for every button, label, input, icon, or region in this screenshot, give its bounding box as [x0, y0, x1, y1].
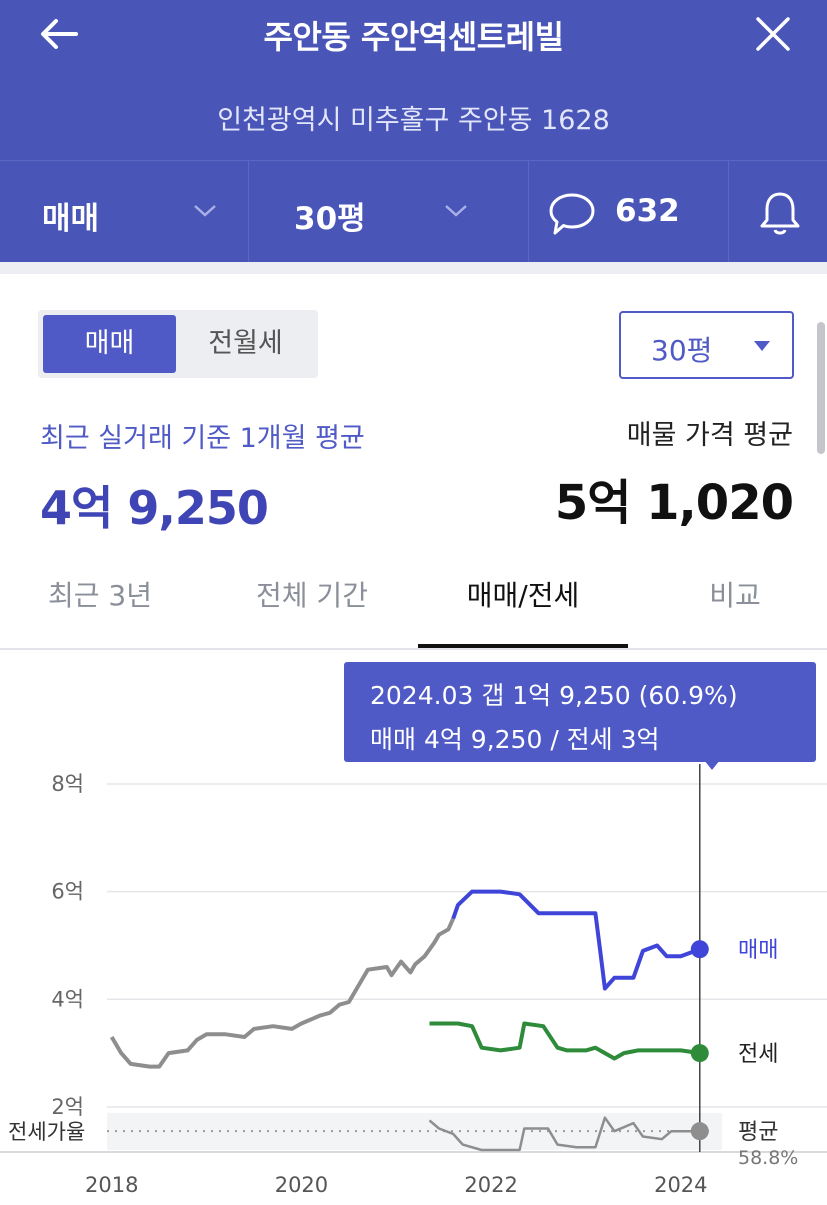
size-label: 30평 — [294, 201, 366, 237]
price-chart[interactable]: 8억 6억 4억 2억 2018 2020 2022 2024 전세가율 매매 전세 평균 58.8% … — [0, 652, 827, 1205]
end-label: 평균 — [738, 1120, 778, 1145]
end-marker — [690, 940, 709, 959]
tooltip-gap: 2024.03 갭 1억 9,250 (60.9%) — [370, 681, 738, 710]
alarm-button[interactable] — [729, 161, 827, 263]
x-tick-label: 2024 — [654, 1173, 707, 1197]
tooltip-arrow — [704, 760, 720, 770]
title-row: 주안동 주안역센트레빌 — [0, 0, 827, 70]
tab-all-period[interactable]: 전체 기간 — [256, 579, 368, 612]
x-tick-label: 2018 — [85, 1173, 138, 1197]
address-text: 인천광역시 미추홀구 주안동 1628 — [217, 105, 610, 136]
recent-average-label: 최근 실거래 기준 1개월 평균 — [40, 423, 365, 454]
tab-sale-jeonse[interactable]: 매매/전세 — [418, 558, 628, 648]
back-arrow-icon[interactable] — [36, 10, 84, 58]
sale-line — [451, 889, 701, 991]
period-tabs: 최근 3년 전체 기간 매매/전세 비교 — [0, 558, 827, 650]
tab-compare[interactable]: 비교 — [709, 579, 761, 612]
speech-bubble-icon — [549, 193, 595, 235]
segment-rent-button[interactable]: 전월세 — [208, 328, 283, 359]
jeonse-line — [429, 1021, 701, 1061]
close-icon[interactable] — [749, 10, 797, 58]
bell-icon — [760, 192, 800, 235]
y-tick-label: 8억 — [51, 772, 84, 796]
chevron-down-icon — [445, 205, 467, 217]
end-marker — [690, 1122, 709, 1141]
size-select[interactable]: 30평 — [619, 311, 794, 379]
tab-recent-3y[interactable]: 최근 3년 — [48, 579, 152, 612]
listing-average-value: 5억 1,020 — [554, 475, 794, 531]
scrollbar[interactable] — [817, 322, 825, 454]
section-divider — [0, 262, 827, 274]
reference-line-label: 전세가율 — [8, 1120, 85, 1144]
chevron-down-icon — [194, 205, 216, 217]
sale-line-history — [109, 917, 456, 1069]
caret-down-icon — [754, 341, 770, 351]
recent-average-value: 4억 9,250 — [40, 481, 269, 535]
deal-type-segment: 매매 전월세 — [38, 310, 318, 378]
chart-tooltip: 2024.03 갭 1억 9,250 (60.9%) 매매 4억 9,250 /… — [344, 662, 816, 762]
deal-type-dropdown[interactable]: 매매 — [0, 161, 249, 263]
deal-type-label: 매매 — [42, 201, 100, 237]
listing-average-label: 매물 가격 평균 — [626, 420, 793, 451]
tooltip-prices: 매매 4억 9,250 / 전세 3억 — [370, 725, 660, 754]
comments-button[interactable]: 632 — [529, 161, 729, 263]
app-header: 주안동 주안역센트레빌 인천광역시 미추홀구 주안동 1628 매매 30평 6… — [0, 0, 827, 263]
end-label: 매매 — [738, 938, 778, 963]
y-tick-label: 6억 — [51, 880, 84, 904]
y-tick-label: 2억 — [51, 1095, 84, 1119]
comment-count: 632 — [615, 193, 680, 229]
size-select-value: 30평 — [651, 334, 713, 367]
y-tick-label: 4억 — [51, 987, 84, 1011]
end-label-sub: 58.8% — [738, 1147, 798, 1169]
size-dropdown[interactable]: 30평 — [249, 161, 529, 263]
segment-sale-button[interactable]: 매매 — [43, 315, 176, 373]
ratio-line — [428, 1116, 700, 1152]
end-marker — [690, 1044, 709, 1063]
filter-row: 매매 30평 632 — [0, 160, 827, 263]
end-label: 전세 — [738, 1042, 778, 1067]
page-title: 주안동 주안역센트레빌 — [263, 18, 564, 56]
x-tick-label: 2020 — [275, 1173, 328, 1197]
x-tick-label: 2022 — [464, 1173, 517, 1197]
ratio-band — [107, 1112, 722, 1150]
